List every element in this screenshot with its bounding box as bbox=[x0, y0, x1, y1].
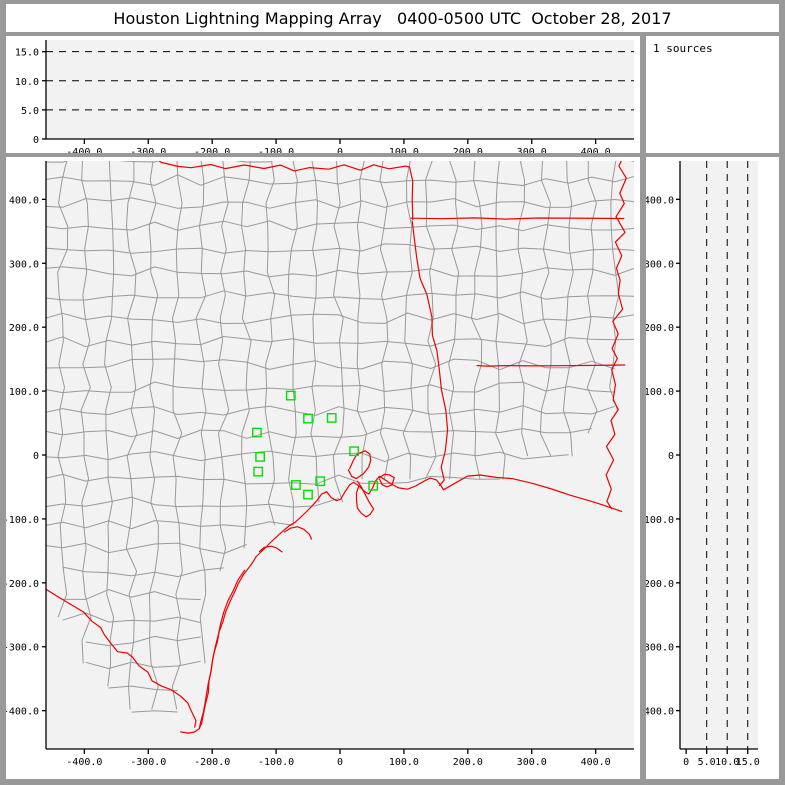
svg-text:-100.0: -100.0 bbox=[258, 147, 294, 153]
svg-text:-200.0: -200.0 bbox=[194, 147, 230, 153]
svg-text:-200.0: -200.0 bbox=[646, 579, 674, 590]
map-axes: -400.0 -300.0 -200.0 -100.0 0 100.0 200.0 300.0… bbox=[6, 161, 634, 768]
svg-text:0: 0 bbox=[337, 757, 343, 768]
svg-text:-400.0: -400.0 bbox=[6, 707, 39, 718]
page-title: Houston Lightning Mapping Array 0400-050… bbox=[113, 8, 672, 28]
map-geography bbox=[46, 161, 634, 734]
svg-text:-400.0: -400.0 bbox=[66, 757, 102, 768]
lma-station-marker[interactable] bbox=[253, 466, 264, 477]
svg-text:0: 0 bbox=[668, 451, 674, 462]
lma-station-marker[interactable] bbox=[290, 480, 301, 490]
svg-text:10.0: 10.0 bbox=[15, 77, 39, 88]
svg-text:-100.0: -100.0 bbox=[258, 757, 294, 768]
svg-text:100.0: 100.0 bbox=[389, 757, 419, 768]
time-height-axes: 0 5.0 10.0 15.0 -400.0 -300.0 -200.0 -100.0 0 100… bbox=[15, 40, 634, 153]
svg-text:200.0: 200.0 bbox=[646, 323, 674, 334]
height-east-plot-area[interactable] bbox=[680, 161, 758, 749]
lma-station-marker[interactable] bbox=[285, 390, 296, 401]
svg-text:200.0: 200.0 bbox=[9, 323, 39, 334]
svg-text:-200.0: -200.0 bbox=[6, 579, 39, 590]
svg-text:200.0: 200.0 bbox=[453, 757, 483, 768]
svg-text:0: 0 bbox=[337, 147, 343, 153]
svg-text:-400.0: -400.0 bbox=[646, 707, 674, 718]
title-bar: Houston Lightning Mapping Array 0400-050… bbox=[6, 4, 779, 32]
svg-text:400.0: 400.0 bbox=[646, 195, 674, 206]
height-east-panel: -400.0 -300.0 -200.0 -100.0 0 100.0 200.0 300.0… bbox=[646, 157, 779, 779]
sources-count-panel: 1 sources bbox=[646, 36, 779, 153]
svg-text:200.0: 200.0 bbox=[453, 147, 483, 153]
svg-text:10.0: 10.0 bbox=[715, 757, 739, 768]
svg-text:-300.0: -300.0 bbox=[646, 643, 674, 654]
lma-station-marker[interactable] bbox=[315, 476, 326, 487]
svg-text:0: 0 bbox=[683, 757, 689, 768]
height-east-axes: -400.0 -300.0 -200.0 -100.0 0 100.0 200.0 300.0… bbox=[646, 161, 760, 768]
svg-text:5.0: 5.0 bbox=[698, 757, 716, 768]
svg-text:300.0: 300.0 bbox=[517, 147, 547, 153]
svg-text:-100.0: -100.0 bbox=[646, 515, 674, 526]
lma-station-marker[interactable] bbox=[326, 412, 337, 423]
sources-count-label: 1 sources bbox=[653, 42, 713, 55]
svg-text:-400.0: -400.0 bbox=[66, 147, 102, 153]
svg-text:400.0: 400.0 bbox=[9, 195, 39, 206]
svg-text:-300.0: -300.0 bbox=[6, 643, 39, 654]
svg-text:-200.0: -200.0 bbox=[194, 757, 230, 768]
lma-station-marker[interactable] bbox=[255, 452, 265, 462]
lma-station-marker[interactable] bbox=[349, 446, 359, 457]
svg-text:300.0: 300.0 bbox=[646, 259, 674, 270]
svg-text:400.0: 400.0 bbox=[581, 147, 611, 153]
svg-text:300.0: 300.0 bbox=[9, 259, 39, 270]
svg-text:400.0: 400.0 bbox=[581, 757, 611, 768]
svg-text:5.0: 5.0 bbox=[21, 106, 39, 117]
map-plot-area[interactable] bbox=[46, 161, 634, 749]
lma-station-marker[interactable] bbox=[251, 427, 262, 438]
time-height-plot-area[interactable] bbox=[46, 40, 634, 139]
svg-text:-100.0: -100.0 bbox=[6, 515, 39, 526]
svg-text:-300.0: -300.0 bbox=[130, 147, 166, 153]
svg-text:100.0: 100.0 bbox=[646, 387, 674, 398]
lma-station-marker[interactable] bbox=[303, 413, 313, 424]
svg-text:-300.0: -300.0 bbox=[130, 757, 166, 768]
lma-station-marker[interactable] bbox=[368, 480, 379, 491]
svg-text:15.0: 15.0 bbox=[15, 48, 39, 59]
svg-text:100.0: 100.0 bbox=[9, 387, 39, 398]
svg-text:15.0: 15.0 bbox=[736, 757, 760, 768]
svg-text:0: 0 bbox=[33, 135, 39, 146]
plan-view-map-panel: -400.0 -300.0 -200.0 -100.0 0 100.0 200.0 300.0… bbox=[6, 157, 640, 779]
svg-text:0: 0 bbox=[33, 451, 39, 462]
svg-text:100.0: 100.0 bbox=[389, 147, 419, 153]
svg-text:300.0: 300.0 bbox=[517, 757, 547, 768]
lma-station-marker[interactable] bbox=[303, 489, 313, 500]
time-height-panel: 0 5.0 10.0 15.0 -400.0 -300.0 -200.0 -100.0 0 100… bbox=[6, 36, 640, 153]
